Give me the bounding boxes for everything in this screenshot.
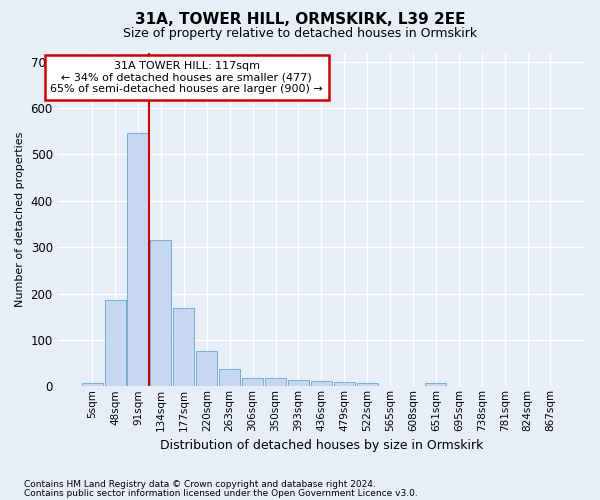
Bar: [196, 351, 217, 386]
Text: 31A, TOWER HILL, ORMSKIRK, L39 2EE: 31A, TOWER HILL, ORMSKIRK, L39 2EE: [135, 12, 465, 28]
Bar: [242, 378, 263, 386]
Bar: [82, 382, 103, 386]
Bar: [334, 382, 355, 386]
Bar: [104, 300, 125, 386]
Text: Contains public sector information licensed under the Open Government Licence v3: Contains public sector information licen…: [24, 489, 418, 498]
Bar: [151, 240, 172, 386]
Bar: [356, 382, 378, 386]
X-axis label: Distribution of detached houses by size in Ormskirk: Distribution of detached houses by size …: [160, 440, 483, 452]
Text: 31A TOWER HILL: 117sqm
← 34% of detached houses are smaller (477)
65% of semi-de: 31A TOWER HILL: 117sqm ← 34% of detached…: [50, 61, 323, 94]
Y-axis label: Number of detached properties: Number of detached properties: [15, 132, 25, 307]
Bar: [425, 383, 446, 386]
Text: Contains HM Land Registry data © Crown copyright and database right 2024.: Contains HM Land Registry data © Crown c…: [24, 480, 376, 489]
Text: Size of property relative to detached houses in Ormskirk: Size of property relative to detached ho…: [123, 28, 477, 40]
Bar: [219, 368, 240, 386]
Bar: [173, 308, 194, 386]
Bar: [265, 378, 286, 386]
Bar: [127, 132, 149, 386]
Bar: [311, 380, 332, 386]
Bar: [288, 380, 309, 386]
